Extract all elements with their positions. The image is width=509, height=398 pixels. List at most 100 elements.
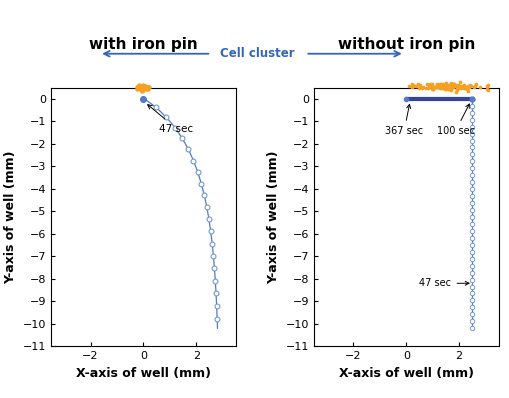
Point <box>436 81 444 88</box>
Point <box>467 83 475 89</box>
Point <box>435 82 443 89</box>
Point <box>461 85 469 92</box>
Point <box>433 84 441 90</box>
Title: with iron pin: with iron pin <box>89 37 198 52</box>
Point <box>437 82 445 88</box>
Point <box>137 84 146 91</box>
Point <box>463 86 471 92</box>
Point <box>460 84 468 90</box>
Point <box>461 84 469 90</box>
Point <box>430 84 438 90</box>
Point <box>136 84 145 91</box>
Point <box>422 85 431 92</box>
Point <box>436 82 444 88</box>
Point <box>140 83 148 90</box>
Point <box>429 81 437 88</box>
Text: 47 sec: 47 sec <box>419 278 469 288</box>
Point <box>484 87 492 93</box>
Point <box>450 83 458 89</box>
Point <box>447 87 455 93</box>
Point <box>441 84 449 91</box>
Point <box>483 83 491 89</box>
X-axis label: X-axis of well (mm): X-axis of well (mm) <box>76 367 211 380</box>
Point <box>441 86 449 92</box>
Point <box>437 84 445 90</box>
Point <box>441 82 449 88</box>
Point <box>138 87 147 94</box>
Point <box>430 84 438 90</box>
Point <box>445 86 454 92</box>
Point <box>436 82 444 89</box>
Point <box>456 82 464 89</box>
Point <box>436 84 444 90</box>
Point <box>433 83 441 90</box>
Point <box>142 86 150 92</box>
Point <box>445 83 454 90</box>
Point <box>439 81 447 87</box>
Point <box>439 84 447 90</box>
Point <box>449 84 457 90</box>
Point <box>136 85 144 92</box>
Point <box>445 82 454 89</box>
Point <box>137 88 146 94</box>
Point <box>419 84 428 90</box>
Point <box>446 80 455 87</box>
Point <box>438 83 446 89</box>
Point <box>443 84 451 90</box>
Point <box>139 82 148 89</box>
Point <box>432 84 440 90</box>
Point <box>454 85 462 92</box>
Point <box>429 86 437 92</box>
Point <box>145 84 153 90</box>
Point <box>436 85 444 91</box>
Point <box>138 85 146 91</box>
Point <box>143 84 151 90</box>
Point <box>463 85 471 91</box>
Point <box>417 85 426 92</box>
Point <box>428 86 436 92</box>
Point <box>437 85 445 92</box>
Point <box>446 81 455 87</box>
Point <box>138 82 147 89</box>
Point <box>426 81 434 88</box>
Point <box>424 85 432 91</box>
Point <box>484 82 492 89</box>
Point <box>428 84 436 91</box>
Point <box>137 86 145 93</box>
Text: 47 sec: 47 sec <box>148 105 193 134</box>
Point <box>136 84 144 91</box>
Point <box>410 82 418 89</box>
Point <box>446 82 454 88</box>
Y-axis label: Y-axis of well (mm): Y-axis of well (mm) <box>4 150 17 284</box>
Point <box>138 85 146 92</box>
Point <box>450 81 458 88</box>
Point <box>471 83 479 90</box>
Point <box>144 84 152 90</box>
Point <box>139 84 148 91</box>
X-axis label: X-axis of well (mm): X-axis of well (mm) <box>339 367 474 380</box>
Point <box>447 84 455 91</box>
Point <box>434 84 442 91</box>
Point <box>441 86 449 92</box>
Point <box>140 83 148 90</box>
Point <box>140 83 149 90</box>
Point <box>444 83 452 90</box>
Point <box>415 84 423 91</box>
Point <box>414 81 422 88</box>
Point <box>434 82 442 89</box>
Point <box>142 85 150 92</box>
Point <box>476 84 484 90</box>
Point <box>145 86 153 92</box>
Point <box>442 80 450 86</box>
Point <box>440 84 448 91</box>
Point <box>448 81 457 87</box>
Point <box>135 85 143 92</box>
Point <box>138 84 146 90</box>
Point <box>135 85 144 92</box>
Point <box>449 84 458 90</box>
Point <box>408 81 416 88</box>
Point <box>139 85 147 91</box>
Point <box>445 82 453 89</box>
Point <box>454 82 462 88</box>
Point <box>459 83 467 89</box>
